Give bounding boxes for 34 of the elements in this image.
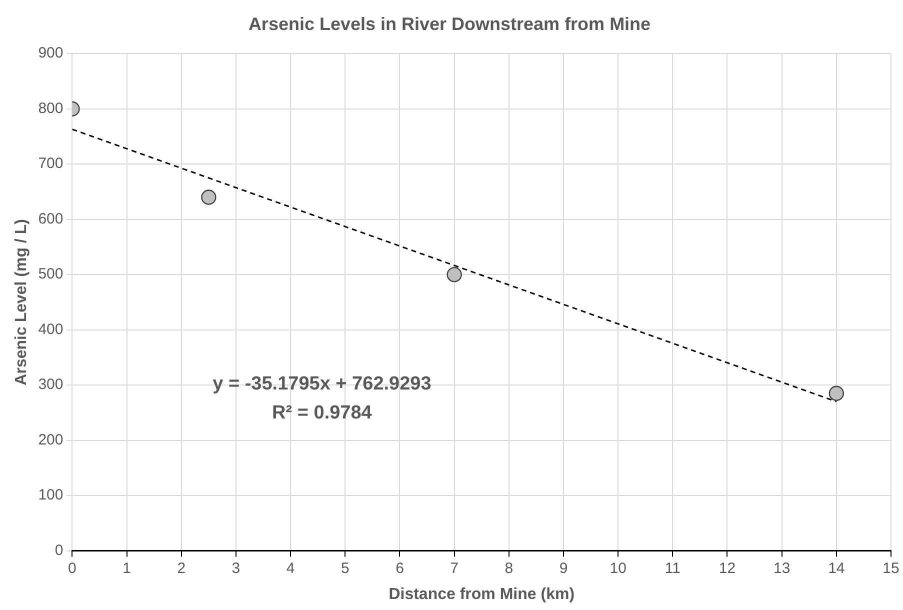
point bbox=[446, 266, 462, 282]
annotation: y = -35.1795x + 762.9293 bbox=[212, 373, 432, 394]
x-tick-label: 0 bbox=[68, 560, 76, 577]
x-tick-label: 13 bbox=[773, 560, 790, 577]
chart-title: Arsenic Levels in River Downstream from Mine bbox=[248, 14, 651, 34]
y-tick-label: 900 bbox=[38, 44, 64, 62]
y-axis-title: Arsenic Level (mg / L) bbox=[13, 219, 30, 386]
y-tick-label: 500 bbox=[38, 266, 64, 283]
x-tick-label: 6 bbox=[396, 560, 404, 577]
x-tick-label: 10 bbox=[610, 560, 626, 577]
x-tick-label: 9 bbox=[559, 560, 568, 577]
x-tick-label: 15 bbox=[882, 560, 900, 577]
point bbox=[201, 190, 216, 205]
x-tick-label: 12 bbox=[718, 560, 736, 577]
y-tick-label: 600 bbox=[38, 210, 64, 228]
x-tick-label: 8 bbox=[504, 560, 514, 577]
y-tick-label: 700 bbox=[38, 155, 64, 172]
y-tick-label: 400 bbox=[38, 320, 64, 338]
y-tick-label: 200 bbox=[38, 431, 64, 448]
y-tick-label: 800 bbox=[38, 100, 64, 117]
x-tick-label: 5 bbox=[340, 560, 350, 577]
x-tick-label: 2 bbox=[177, 560, 186, 577]
annotation: R² = 0.9784 bbox=[272, 402, 372, 424]
x-tick-label: 11 bbox=[664, 560, 680, 577]
point bbox=[828, 386, 844, 401]
y-tick-label: 300 bbox=[38, 376, 64, 394]
x-tick-label: 14 bbox=[828, 560, 845, 577]
x-tick-label: 1 bbox=[122, 560, 131, 577]
y-tick-label: 100 bbox=[38, 486, 64, 504]
y-tick-label: 0 bbox=[54, 542, 64, 559]
x-tick-label: 7 bbox=[450, 560, 458, 577]
x-axis-title: Distance from Mine (km) bbox=[388, 586, 575, 603]
x-tick-label: 4 bbox=[286, 560, 295, 577]
x-tick-label: 3 bbox=[232, 560, 240, 577]
